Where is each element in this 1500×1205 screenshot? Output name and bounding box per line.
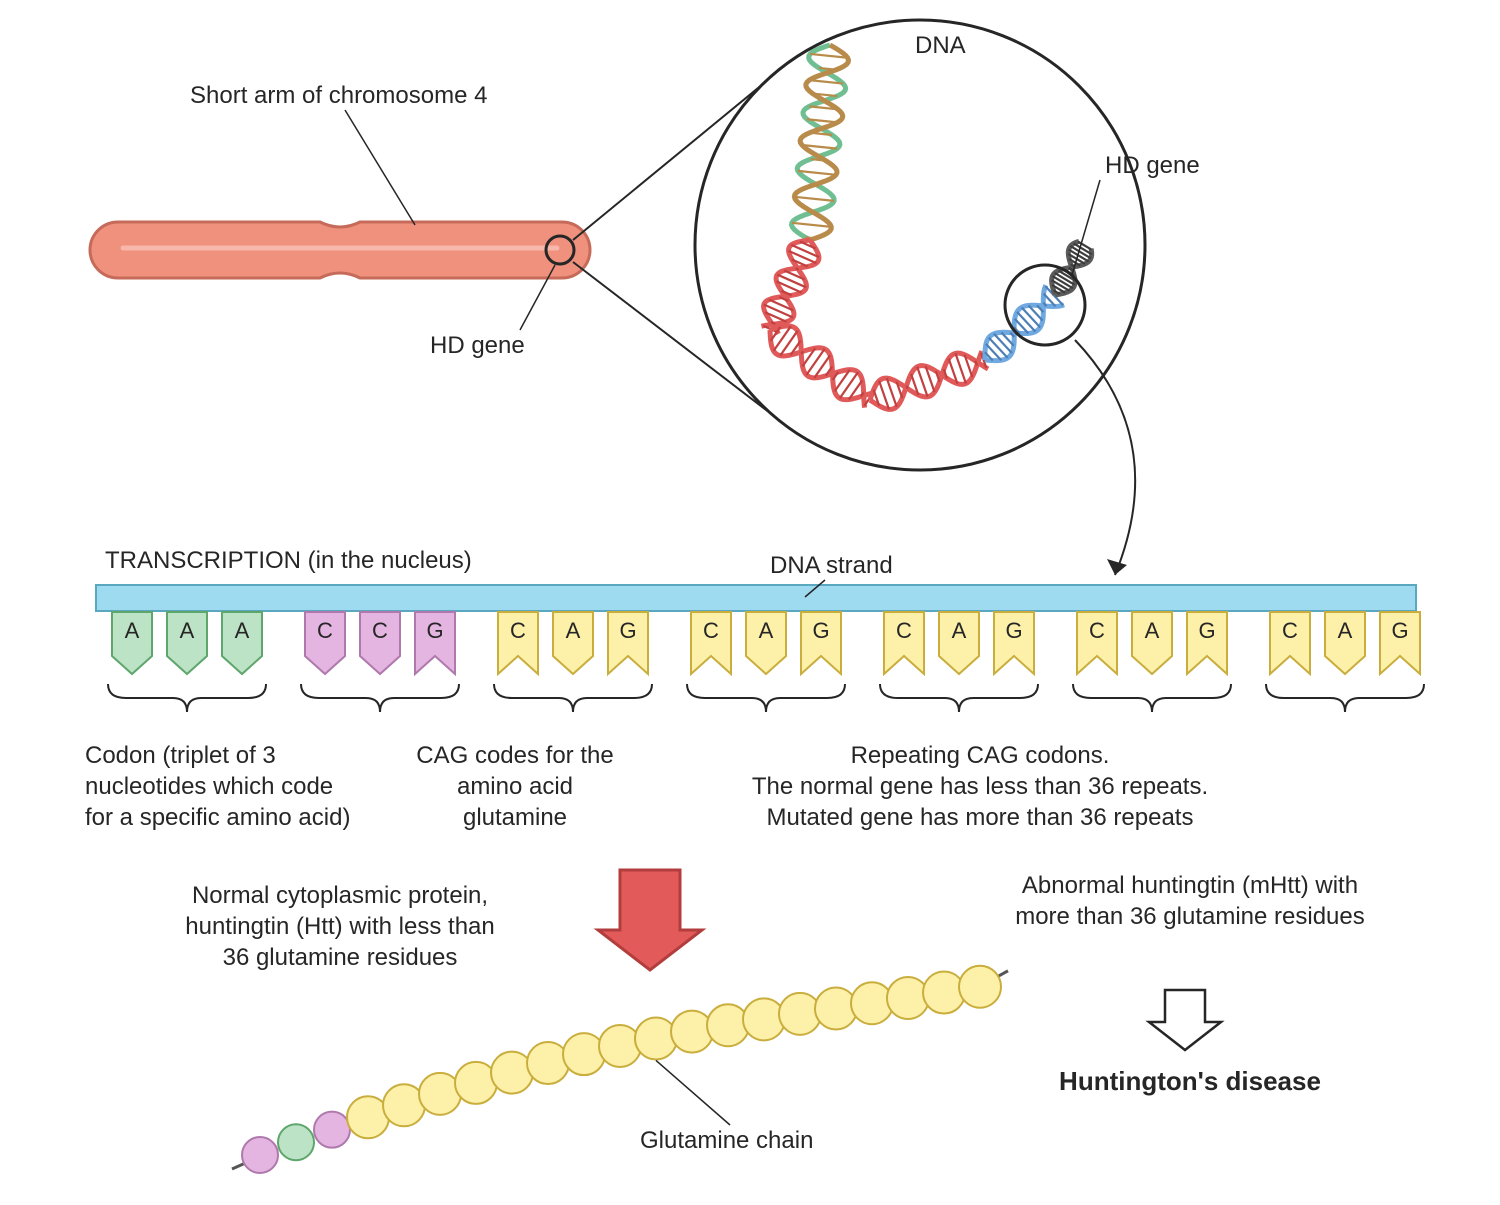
amino-acid-bead [563, 1033, 605, 1075]
transcription-label: TRANSCRIPTION (in the nucleus) [105, 545, 472, 576]
repeat-desc: Repeating CAG codons.The normal gene has… [720, 740, 1240, 834]
nucleotide-letter: C [1089, 618, 1105, 643]
dna-strand [96, 585, 1416, 611]
amino-acid-bead [635, 1017, 677, 1059]
zoom-to-strand-arrowhead [1107, 559, 1127, 575]
nucleotide-letter: G [619, 618, 636, 643]
nucleotide-letter: G [1005, 618, 1022, 643]
nucleotide-letter: C [1282, 618, 1298, 643]
cag-desc: CAG codes for the amino acid glutamine [405, 740, 625, 834]
normal-htt-label: Normal cytoplasmic protein, huntingtin (… [180, 880, 500, 974]
leader-glutamine [656, 1060, 730, 1125]
nucleotide-letter: G [1198, 618, 1215, 643]
nucleotide-letter: A [235, 618, 250, 643]
codon-brace [1266, 684, 1424, 712]
amino-acid-bead [599, 1025, 641, 1067]
codon-brace [1073, 684, 1231, 712]
nucleotide-letter: A [1338, 618, 1353, 643]
hd-gene-chrom-label: HD gene [430, 330, 525, 361]
leader-chrom [345, 110, 415, 225]
amino-acid-bead [707, 1004, 749, 1046]
nucleotide-letter: C [510, 618, 526, 643]
nucleotide-letter: C [703, 618, 719, 643]
dna-label: DNA [915, 30, 966, 61]
disease-label: Huntington's disease [1030, 1065, 1350, 1099]
codon-brace [494, 684, 652, 712]
amino-acid-bead [743, 998, 785, 1040]
chromosome-label: Short arm of chromosome 4 [190, 80, 487, 111]
amino-acid-bead [923, 972, 965, 1014]
protein-chain [232, 966, 1008, 1173]
nucleotide-letter: C [896, 618, 912, 643]
amino-acid-bead [314, 1112, 350, 1148]
disease-arrow [1149, 990, 1221, 1050]
nucleotide-letter: C [317, 618, 333, 643]
nucleotide-letter: G [1391, 618, 1408, 643]
nucleotide-letter: A [180, 618, 195, 643]
nucleotide-letter: G [812, 618, 829, 643]
amino-acid-bead [278, 1124, 314, 1160]
nucleotide-letter: A [1145, 618, 1160, 643]
translation-arrow [598, 870, 702, 970]
abnormal-htt-label: Abnormal huntingtin (mHtt) with more tha… [1000, 870, 1380, 932]
amino-acid-bead [242, 1137, 278, 1173]
codon-brace [880, 684, 1038, 712]
amino-acid-bead [527, 1042, 569, 1084]
nucleotide-letter: A [566, 618, 581, 643]
nucleotide-letter: A [759, 618, 774, 643]
codon-brace [687, 684, 845, 712]
nucleotide-letter: A [952, 618, 967, 643]
codon-brace [108, 684, 266, 712]
nucleotide-letter: G [426, 618, 443, 643]
amino-acid-bead [671, 1011, 713, 1053]
nucleotide-letter: C [372, 618, 388, 643]
codon-brace [301, 684, 459, 712]
glutamine-chain-label: Glutamine chain [640, 1125, 813, 1156]
codon-desc: Codon (triplet of 3 nucleotides which co… [85, 740, 365, 834]
nucleotide-letter: A [125, 618, 140, 643]
amino-acid-bead [959, 966, 1001, 1008]
hd-gene-loop-label: HD gene [1105, 150, 1200, 181]
dna-strand-label: DNA strand [770, 550, 893, 581]
